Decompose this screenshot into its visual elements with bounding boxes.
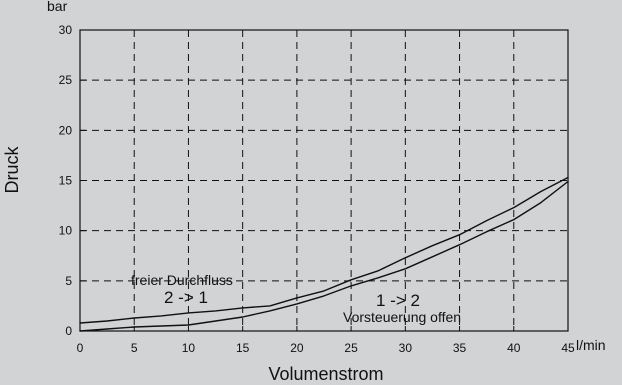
- y-tick-label: 15: [59, 174, 73, 188]
- x-tick-label: 10: [182, 341, 196, 355]
- y-tick-label: 10: [59, 224, 73, 238]
- label-layer: bar Druck l/min Volumenstrom freier Durc…: [2, 0, 606, 384]
- free-flow-direction-annotation: 2 -> 1: [164, 288, 208, 307]
- x-tick-label: 5: [131, 341, 138, 355]
- x-tick-label: 15: [236, 341, 250, 355]
- x-tick-label: 30: [399, 341, 413, 355]
- y-tick-label: 20: [59, 123, 73, 137]
- grid-layer: [80, 30, 568, 331]
- free-flow-curve: [79, 176, 569, 324]
- pilot-open-annotation: Vorsteuerung offen: [343, 309, 461, 325]
- y-unit-label: bar: [47, 0, 68, 14]
- x-tick-label: 40: [507, 341, 521, 355]
- pilot-open-curve: [79, 180, 569, 332]
- pilot-direction-annotation: 1 -> 2: [376, 291, 420, 310]
- y-axis-label: Druck: [2, 146, 22, 194]
- x-tick-label: 25: [344, 341, 358, 355]
- x-tick-label: 0: [77, 341, 84, 355]
- free-flow-annotation: freier Durchfluss: [131, 272, 233, 288]
- y-tick-label: 0: [65, 324, 72, 338]
- y-tick-label: 30: [59, 23, 73, 37]
- y-tick-label: 5: [65, 274, 72, 288]
- x-axis-label: Volumenstrom: [268, 364, 383, 384]
- series-layer: [79, 176, 569, 332]
- x-tick-label: 20: [290, 341, 304, 355]
- y-tick-label: 25: [59, 73, 73, 87]
- x-tick-label: 35: [453, 341, 467, 355]
- x-unit-label: l/min: [576, 337, 606, 353]
- x-tick-label: 45: [561, 341, 575, 355]
- axis-layer: 0 5 10 15 20 25 30 35 40 45 0 5 10 15 20 25 30: [59, 23, 575, 355]
